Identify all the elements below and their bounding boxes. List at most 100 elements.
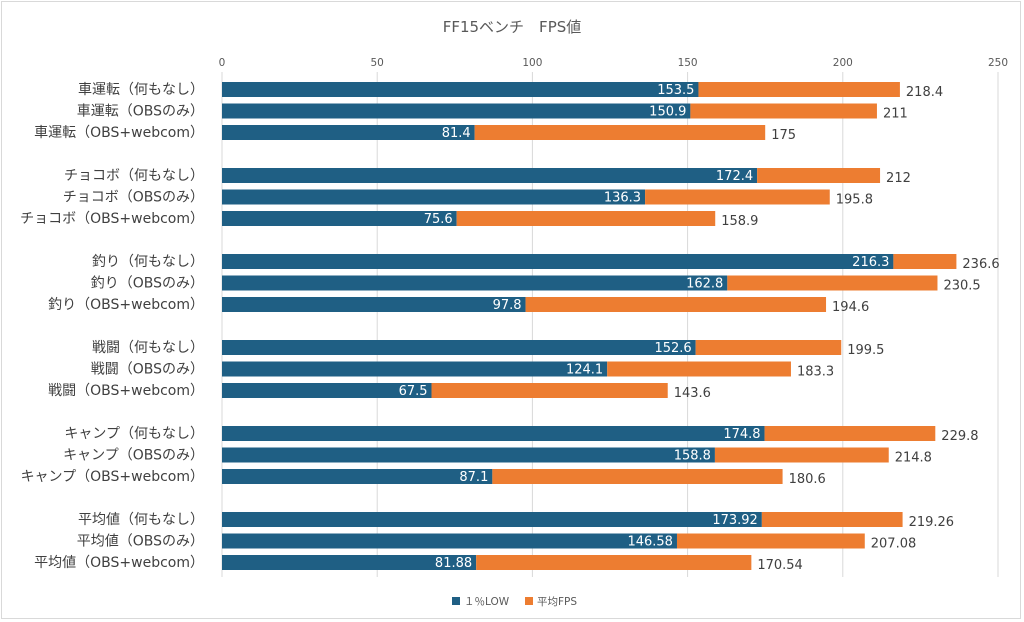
bar-low <box>222 469 493 484</box>
data-label-low: 67.5 <box>399 384 428 399</box>
data-label-avg: 207.08 <box>871 537 917 552</box>
bar-low <box>222 383 432 398</box>
bar-avg <box>714 447 889 463</box>
bar-low <box>222 189 646 205</box>
data-label-low: 81.88 <box>435 556 472 571</box>
category-label: キャンプ（OBS+webcom） <box>21 469 204 485</box>
bar-avg <box>761 512 903 527</box>
x-tick-label: 200 <box>833 57 853 69</box>
data-label-avg: 158.9 <box>721 214 758 229</box>
bar-low <box>222 168 758 183</box>
bar-avg <box>764 426 936 441</box>
category-label: 戦闘（OBS+webcom） <box>48 383 204 399</box>
category-label: 平均値（OBSのみ） <box>77 534 204 550</box>
category-label: 釣り（何もなし） <box>92 254 204 270</box>
data-label-low: 172.4 <box>716 169 753 184</box>
chart-title: FF15ベンチ FPS値 <box>443 18 582 36</box>
bar-avg <box>525 297 827 312</box>
category-label: キャンプ（何もなし） <box>64 426 204 442</box>
data-label-low: 150.9 <box>649 105 686 120</box>
data-label-low: 173.92 <box>712 513 758 528</box>
category-label: 車運転（OBSのみ） <box>77 103 204 120</box>
data-label-avg: 218.4 <box>906 85 943 100</box>
bar-low <box>222 211 457 226</box>
bar-avg <box>492 469 783 484</box>
data-label-avg: 194.6 <box>832 300 869 315</box>
data-label-avg: 212 <box>886 171 911 186</box>
bar-low <box>222 361 608 377</box>
category-label: チョコボ（OBSのみ） <box>63 190 204 206</box>
data-label-low: 97.8 <box>493 298 522 313</box>
data-label-low: 146.58 <box>627 535 673 550</box>
bar-low <box>222 275 728 291</box>
bar-avg <box>607 361 791 377</box>
category-label: 戦闘（何もなし） <box>92 340 204 356</box>
bar-low <box>222 447 715 463</box>
category-label: 釣り（OBSのみ） <box>91 276 204 292</box>
data-label-low: 87.1 <box>459 470 488 485</box>
data-label-avg: 211 <box>883 107 908 122</box>
bar-avg <box>431 383 668 398</box>
legend-label-low: １％LOW <box>464 596 510 608</box>
bar-low <box>222 103 691 119</box>
bar-low <box>222 555 477 570</box>
x-tick-label: 150 <box>678 57 698 69</box>
bar-avg <box>698 82 900 97</box>
legend-swatch-avg <box>525 597 533 605</box>
data-label-avg: 175 <box>771 128 796 143</box>
data-label-avg: 199.5 <box>847 343 884 358</box>
data-label-avg: 214.8 <box>895 451 932 466</box>
data-label-low: 162.8 <box>686 277 723 292</box>
x-tick-label: 0 <box>219 57 226 69</box>
bar-low <box>222 340 696 355</box>
bar-avg <box>474 125 766 140</box>
data-labels: 153.5 218.4 150.9 211 81.4 175 172.4 212 136.3 19… <box>399 83 1000 573</box>
bar-avg <box>476 555 752 570</box>
data-label-low: 136.3 <box>604 191 641 206</box>
data-label-avg: 229.8 <box>941 429 978 444</box>
bar-low <box>222 82 699 97</box>
data-label-low: 152.6 <box>654 341 691 356</box>
bar-avg <box>695 340 842 355</box>
category-label: 戦闘（OBSのみ） <box>91 362 204 378</box>
data-label-avg: 236.6 <box>962 257 999 272</box>
bar-low <box>222 426 765 441</box>
category-label: チョコボ（OBS+webcom） <box>20 211 204 227</box>
data-label-low: 124.1 <box>566 363 603 378</box>
data-label-avg: 183.3 <box>797 365 834 380</box>
bar-low <box>222 297 526 312</box>
bar-low <box>222 254 894 269</box>
category-label: 車運転（何もなし） <box>78 81 204 98</box>
data-label-low: 75.6 <box>424 212 453 227</box>
bar-low <box>222 533 677 549</box>
legend-label-avg: 平均FPS <box>537 596 577 608</box>
data-label-avg: 180.6 <box>789 472 826 487</box>
bar-low <box>222 512 762 527</box>
bar-low <box>222 125 475 140</box>
data-label-low: 174.8 <box>723 427 760 442</box>
x-tick-label: 100 <box>522 57 542 69</box>
x-tick-label: 250 <box>988 57 1008 69</box>
category-label: 車運転（OBS+webcom） <box>34 124 204 141</box>
legend: １％LOW 平均FPS <box>452 596 577 608</box>
data-label-low: 81.4 <box>442 126 471 141</box>
data-label-avg: 195.8 <box>836 193 873 208</box>
category-label: 平均値（OBS+webcom） <box>34 555 204 571</box>
data-label-avg: 230.5 <box>943 279 980 294</box>
data-label-low: 158.8 <box>674 449 711 464</box>
bar-avg <box>690 103 877 119</box>
category-labels: 車運転（何もなし） 車運転（OBSのみ） 車運転（OBS+webcom） チョコボ（何… <box>20 81 204 571</box>
bar-avg <box>893 254 957 269</box>
bar-avg <box>645 189 830 205</box>
x-tick-label: 50 <box>371 57 384 69</box>
bars <box>222 82 957 570</box>
x-axis-ticks: 0 50 100 150 200 250 <box>219 57 1008 69</box>
category-label: チョコボ（何もなし） <box>64 168 204 184</box>
data-label-low: 216.3 <box>852 255 889 270</box>
bar-avg <box>456 211 716 226</box>
legend-swatch-low <box>452 597 460 605</box>
data-label-avg: 219.26 <box>909 515 955 530</box>
category-label: 釣り（OBS+webcom） <box>48 297 204 313</box>
